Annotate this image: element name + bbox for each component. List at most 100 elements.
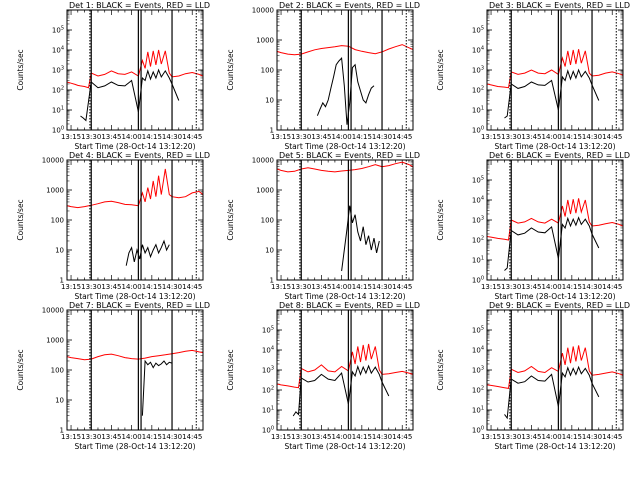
events-series-line [504,68,600,119]
y-tick-label: 102 [472,86,484,95]
lld-series-line [67,349,203,361]
chart-panel: Det 4: BLACK = Events, RED = LLD Counts/s… [16,151,210,301]
y-tick-label: 101 [472,406,484,415]
y-tick-label: 1000 [46,337,64,345]
x-tick-label: 14:30 [162,283,182,291]
x-tick-label: 13:15 [271,433,291,441]
x-axis-label: Start Time (28-Oct-14 13:12:20) [494,442,615,451]
chart-title: Det 6: BLACK = Events, RED = LLD [489,151,630,160]
x-tick-label: 14:30 [162,133,182,141]
y-axis-label: Counts/sec [436,349,445,390]
x-tick-label: 14:30 [162,433,182,441]
y-tick-label: 103 [262,366,274,375]
x-tick-label: 14:45 [602,283,622,291]
x-tick-label: 14:00 [122,283,142,291]
x-tick-label: 14:45 [602,133,622,141]
y-tick-label: 105 [52,26,64,35]
x-tick-label: 14:15 [142,433,162,441]
x-axis-label: Start Time (28-Oct-14 13:12:20) [74,292,195,301]
x-tick-label: 14:00 [122,433,142,441]
plot-frame [66,159,204,281]
y-tick-label: 100 [472,126,484,135]
y-tick-label: 101 [472,256,484,265]
y-tick-label: 100 [472,276,484,285]
x-axis-label: Start Time (28-Oct-14 13:12:20) [284,292,405,301]
y-tick-label: 103 [472,216,484,225]
chart-title: Det 3: BLACK = Events, RED = LLD [489,1,630,10]
x-axis-label: Start Time (28-Oct-14 13:12:20) [74,442,195,451]
y-tick-label: 100 [262,426,274,435]
x-tick-label: 14:15 [352,133,372,141]
x-tick-label: 14:45 [602,433,622,441]
y-axis-label: Counts/sec [16,199,25,240]
x-tick-label: 14:30 [582,433,602,441]
x-tick-label: 13:30 [291,433,311,441]
x-tick-label: 13:45 [311,283,331,291]
x-tick-label: 13:30 [81,433,101,441]
x-tick-label: 14:00 [542,433,562,441]
y-tick-label: 104 [262,346,274,355]
x-tick-label: 13:30 [501,283,521,291]
plot-frame [66,309,204,431]
x-tick-label: 14:15 [562,433,582,441]
x-tick-label: 13:30 [501,133,521,141]
x-tick-label: 14:30 [372,433,392,441]
lld-series-line [277,161,413,173]
x-tick-label: 14:30 [582,133,602,141]
y-axis-label: Counts/sec [226,49,235,90]
x-tick-label: 14:15 [562,133,582,141]
y-tick-label: 104 [472,196,484,205]
y-axis-label: Counts/sec [16,349,25,390]
lld-series-line [487,345,623,389]
chart-panel: Det 9: BLACK = Events, RED = LLD Counts/s… [436,301,630,451]
y-tick-label: 1 [60,427,64,435]
x-tick-label: 14:45 [392,283,412,291]
chart-title: Det 7: BLACK = Events, RED = LLD [69,301,210,310]
y-tick-label: 100 [261,217,274,225]
y-tick-label: 105 [262,326,274,335]
y-axis-label: Counts/sec [16,49,25,90]
x-tick-label: 13:45 [101,133,121,141]
y-tick-label: 10 [265,97,274,105]
y-tick-label: 104 [472,346,484,355]
plot-frame [486,309,624,431]
y-tick-label: 1000 [256,37,274,45]
x-tick-label: 13:45 [521,133,541,141]
events-series-line [504,216,600,271]
x-tick-label: 14:45 [182,133,202,141]
y-tick-label: 102 [472,386,484,395]
y-tick-label: 101 [472,106,484,115]
x-tick-label: 14:00 [542,133,562,141]
x-axis-label: Start Time (28-Oct-14 13:12:20) [284,142,405,151]
events-series-line [504,365,600,420]
plot-frame [276,309,414,431]
y-tick-label: 1 [270,127,274,135]
x-tick-label: 14:15 [142,133,162,141]
chart-panel: Det 8: BLACK = Events, RED = LLD Counts/s… [226,301,420,451]
x-tick-label: 13:30 [81,283,101,291]
x-tick-label: 13:15 [481,433,501,441]
x-tick-label: 14:45 [392,433,412,441]
x-tick-label: 14:45 [182,433,202,441]
events-series-line [80,68,180,122]
x-axis-label: Start Time (28-Oct-14 13:12:20) [284,442,405,451]
plot-frame [486,9,624,131]
chart-title: Det 1: BLACK = Events, RED = LLD [69,1,210,10]
y-tick-label: 103 [472,366,484,375]
x-tick-label: 14:00 [332,283,352,291]
events-series-line [125,239,170,266]
y-tick-label: 104 [52,46,64,55]
y-tick-label: 104 [472,46,484,55]
x-tick-label: 14:00 [542,283,562,291]
x-tick-label: 13:15 [61,433,81,441]
y-axis-label: Counts/sec [226,349,235,390]
y-tick-label: 1 [60,277,64,285]
y-tick-label: 105 [472,176,484,185]
y-tick-label: 102 [262,386,274,395]
x-tick-label: 13:15 [481,133,501,141]
x-tick-label: 13:30 [291,133,311,141]
lld-series-line [277,343,413,389]
y-tick-label: 103 [472,66,484,75]
y-tick-label: 100 [52,126,64,135]
